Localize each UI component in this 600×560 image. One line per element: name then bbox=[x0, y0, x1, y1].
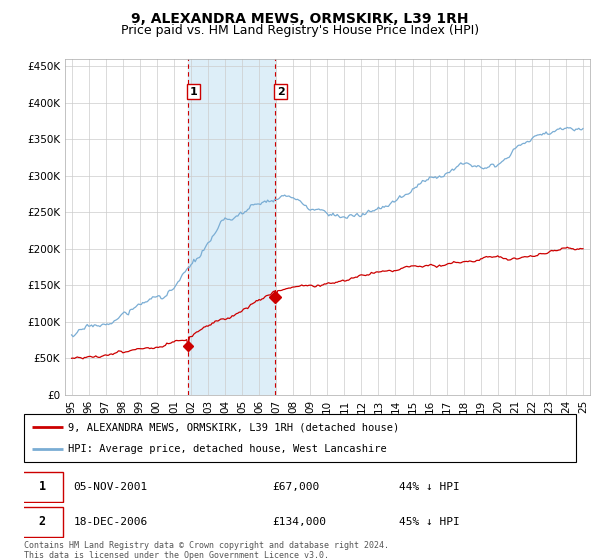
Text: 2: 2 bbox=[277, 87, 284, 97]
Text: 2: 2 bbox=[38, 515, 46, 529]
Text: Price paid vs. HM Land Registry's House Price Index (HPI): Price paid vs. HM Land Registry's House … bbox=[121, 24, 479, 37]
FancyBboxPatch shape bbox=[21, 507, 62, 537]
Text: 05-NOV-2001: 05-NOV-2001 bbox=[74, 482, 148, 492]
Text: 1: 1 bbox=[38, 480, 46, 493]
Text: 9, ALEXANDRA MEWS, ORMSKIRK, L39 1RH: 9, ALEXANDRA MEWS, ORMSKIRK, L39 1RH bbox=[131, 12, 469, 26]
Text: 18-DEC-2006: 18-DEC-2006 bbox=[74, 517, 148, 527]
Text: 45% ↓ HPI: 45% ↓ HPI bbox=[400, 517, 460, 527]
Text: Contains HM Land Registry data © Crown copyright and database right 2024.
This d: Contains HM Land Registry data © Crown c… bbox=[24, 541, 389, 560]
Text: HPI: Average price, detached house, West Lancashire: HPI: Average price, detached house, West… bbox=[68, 444, 387, 454]
Bar bbox=[188, 59, 275, 395]
Text: 44% ↓ HPI: 44% ↓ HPI bbox=[400, 482, 460, 492]
Text: £134,000: £134,000 bbox=[272, 517, 326, 527]
FancyBboxPatch shape bbox=[24, 414, 576, 462]
FancyBboxPatch shape bbox=[21, 472, 62, 502]
Text: 9, ALEXANDRA MEWS, ORMSKIRK, L39 1RH (detached house): 9, ALEXANDRA MEWS, ORMSKIRK, L39 1RH (de… bbox=[68, 422, 400, 432]
Text: 1: 1 bbox=[190, 87, 197, 97]
Text: £67,000: £67,000 bbox=[272, 482, 320, 492]
